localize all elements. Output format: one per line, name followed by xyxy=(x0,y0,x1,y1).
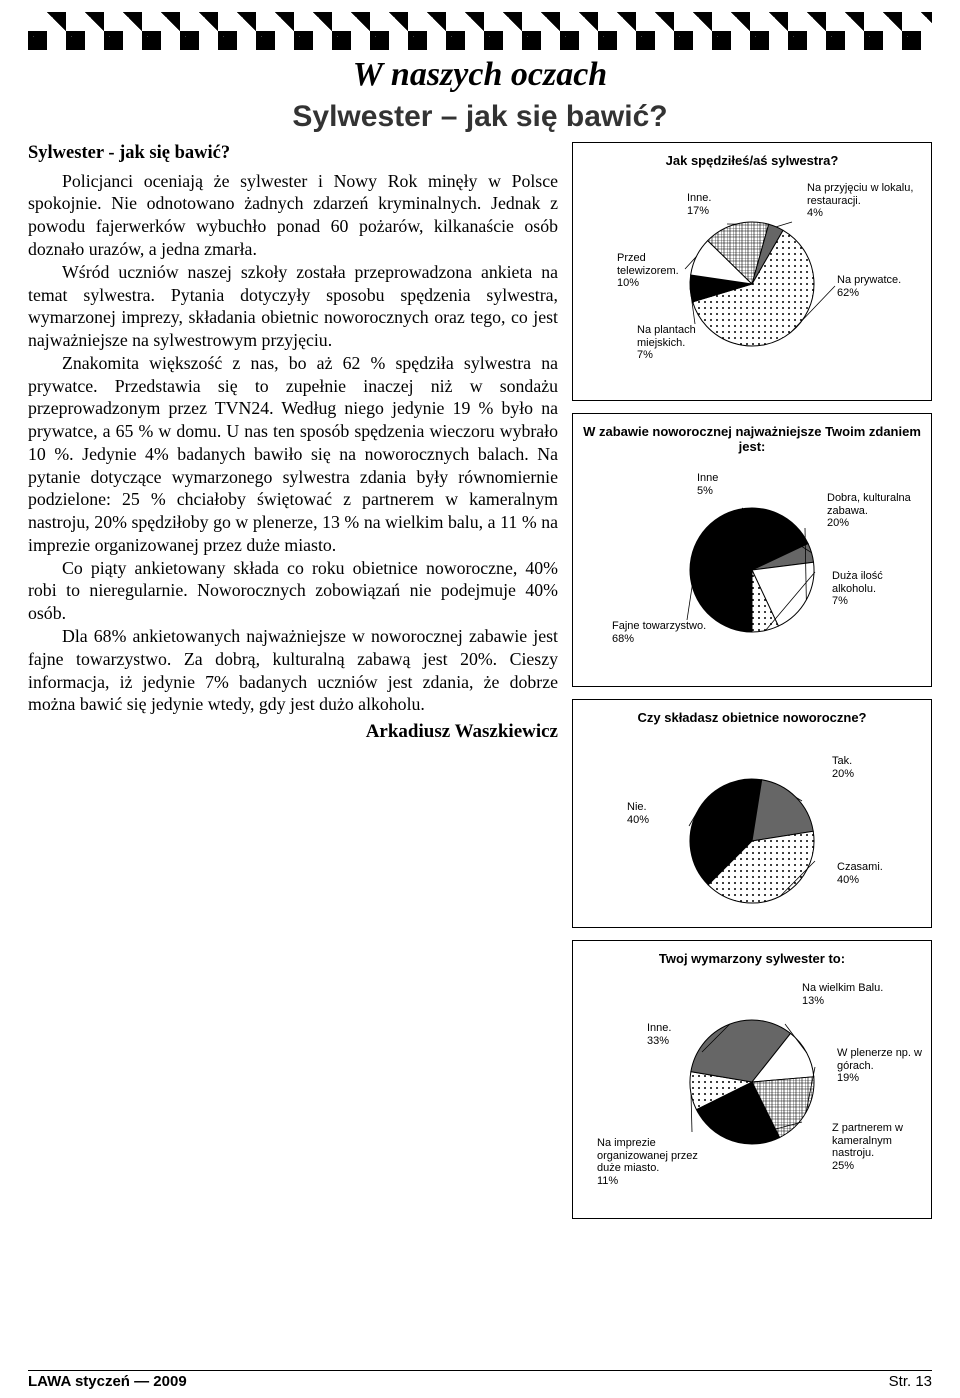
chart-label: Inne5% xyxy=(697,472,747,497)
paragraph: Wśród uczniów naszej szkoły została prze… xyxy=(28,261,558,352)
chart-label: Tak.20% xyxy=(832,755,892,780)
chart-4: Twoj wymarzony sylwester to: Na imprezie… xyxy=(572,940,932,1219)
subtitle: Sylwester – jak się bawić? xyxy=(28,98,932,142)
paragraph: Dla 68% ankietowanych najważniejsze w no… xyxy=(28,625,558,716)
paragraph: Co piąty ankietowany składa co roku obie… xyxy=(28,557,558,625)
article-heading: Sylwester - jak się bawić? xyxy=(28,142,558,166)
chart-label: Na plantach miejskich.7% xyxy=(637,324,727,362)
footer: LAWA styczeń — 2009 Str. 13 xyxy=(28,1370,932,1390)
paragraph: Znakomita większość z nas, bo aż 62 % sp… xyxy=(28,352,558,557)
chart-label: Dobra, kulturalna zabawa.20% xyxy=(827,492,922,530)
chart-label: Czasami.40% xyxy=(837,861,907,886)
chart-label: Na wielkim Balu.13% xyxy=(802,982,902,1007)
chart-label: Nie.40% xyxy=(627,801,677,826)
author: Arkadiusz Waszkiewicz xyxy=(28,720,558,744)
chart-label: Inne.17% xyxy=(687,192,737,217)
chart-3: Czy składasz obietnice noworoczne? Nie.4… xyxy=(572,699,932,928)
chart-title: W zabawie noworocznej najważniejsze Twoi… xyxy=(577,424,927,454)
paragraph: Policjanci oceniają że sylwester i Nowy … xyxy=(28,170,558,261)
chart-2: W zabawie noworocznej najważniejsze Twoi… xyxy=(572,413,932,687)
decorative-border xyxy=(28,12,932,50)
chart-label: Inne.33% xyxy=(647,1022,707,1047)
chart-title: Jak spędziłeś/aś sylwestra? xyxy=(577,153,927,168)
chart-label: W plenerze np. w górach.19% xyxy=(837,1047,927,1085)
footer-page: Str. 13 xyxy=(889,1373,932,1390)
chart-label: Na przyjęciu w lokalu, restauracji.4% xyxy=(807,182,917,220)
footer-issue: LAWA styczeń — 2009 xyxy=(28,1373,187,1390)
chart-label: Z partnerem w kameralnym nastroju.25% xyxy=(832,1122,932,1173)
chart-label: Przed telewizorem.10% xyxy=(617,252,697,290)
chart-label: Duża ilość alkoholu.7% xyxy=(832,570,922,608)
article-text: Sylwester - jak się bawić? Policjanci oc… xyxy=(28,142,558,1219)
chart-label: Fajne towarzystwo.68% xyxy=(612,620,707,645)
chart-title: Czy składasz obietnice noworoczne? xyxy=(577,710,927,725)
chart-label: Na prywatce.62% xyxy=(837,274,927,299)
section-title: W naszych oczach xyxy=(28,52,932,98)
chart-1: Jak spędziłeś/aś sylwestra? Na prywatce.… xyxy=(572,142,932,401)
chart-title: Twoj wymarzony sylwester to: xyxy=(577,951,927,966)
chart-label: Na imprezie organizowanej przez duże mia… xyxy=(597,1137,707,1188)
